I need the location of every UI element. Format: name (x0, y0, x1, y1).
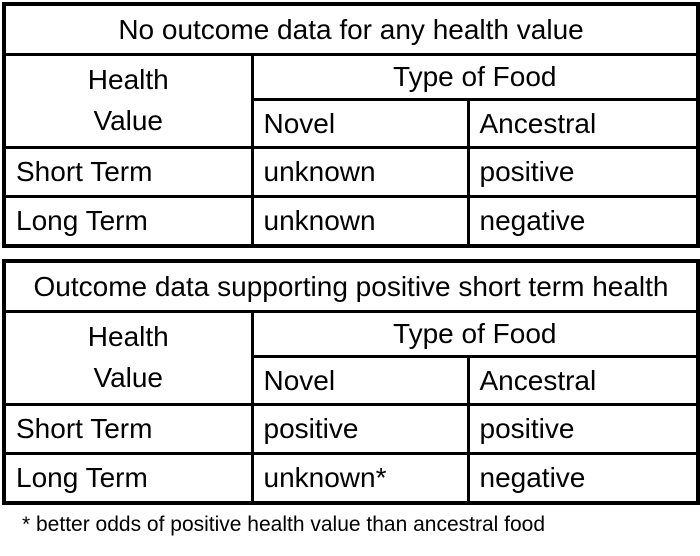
header-line: Value (93, 362, 164, 393)
table2-row-label-short-term: Short Term (2, 403, 254, 455)
table-outcome-data-positive-short-term: Outcome data supporting positive short t… (2, 259, 700, 505)
table1-type-of-food-header: Type of Food (250, 53, 700, 101)
table1-column-header-ancestral: Ancestral (466, 98, 700, 149)
table-row: Novel Ancestral (4, 355, 700, 406)
asterisk-footnote: * better odds of positive health value t… (22, 513, 546, 536)
table1-title: No outcome data for any health value (2, 2, 700, 56)
header-line: Value (93, 105, 164, 136)
table1-long-term-ancestral-value: negative (466, 195, 700, 248)
table1-short-term-novel-value: unknown (250, 146, 470, 198)
table-row: Short Term positive positive (2, 403, 700, 455)
table2-title: Outcome data supporting positive short t… (2, 259, 700, 313)
header-line: Health (87, 321, 169, 353)
table1-row-label-long-term: Long Term (2, 195, 254, 248)
table-row: Long Term unknown* negative (2, 452, 700, 505)
table2-column-header-ancestral: Ancestral (466, 355, 700, 406)
table2-short-term-ancestral-value: positive (466, 403, 700, 455)
table-row: No outcome data for any health value (2, 2, 700, 56)
table-gap (2, 248, 697, 259)
table1-row-label-short-term: Short Term (2, 146, 254, 198)
table1-health-value-header: Health Value (2, 53, 254, 149)
page: No outcome data for any health value Hea… (2, 2, 700, 536)
table1-short-term-ancestral-value: positive (466, 146, 700, 198)
table-row: Short Term unknown positive (2, 146, 700, 198)
table-row: Novel Ancestral (4, 98, 700, 149)
table-row: Long Term unknown negative (2, 195, 700, 248)
table2-long-term-novel-value: unknown* (250, 452, 470, 505)
table-row: Outcome data supporting positive short t… (2, 259, 700, 313)
table2-short-term-novel-value: positive (250, 403, 470, 455)
table2-long-term-ancestral-value: negative (466, 452, 700, 505)
table2-row-label-long-term: Long Term (2, 452, 254, 505)
table2-type-of-food-header: Type of Food (250, 310, 700, 358)
header-line: Health (87, 64, 169, 96)
table1-long-term-novel-value: unknown (250, 195, 470, 248)
table2-column-header-novel: Novel (250, 355, 470, 406)
table1-column-header-novel: Novel (250, 98, 470, 149)
table-row: Health Value Type of Food (2, 53, 700, 149)
table2-health-value-header: Health Value (2, 310, 254, 406)
table-row: Health Value Type of Food (2, 310, 700, 406)
table-no-outcome-data: No outcome data for any health value Hea… (2, 2, 700, 248)
